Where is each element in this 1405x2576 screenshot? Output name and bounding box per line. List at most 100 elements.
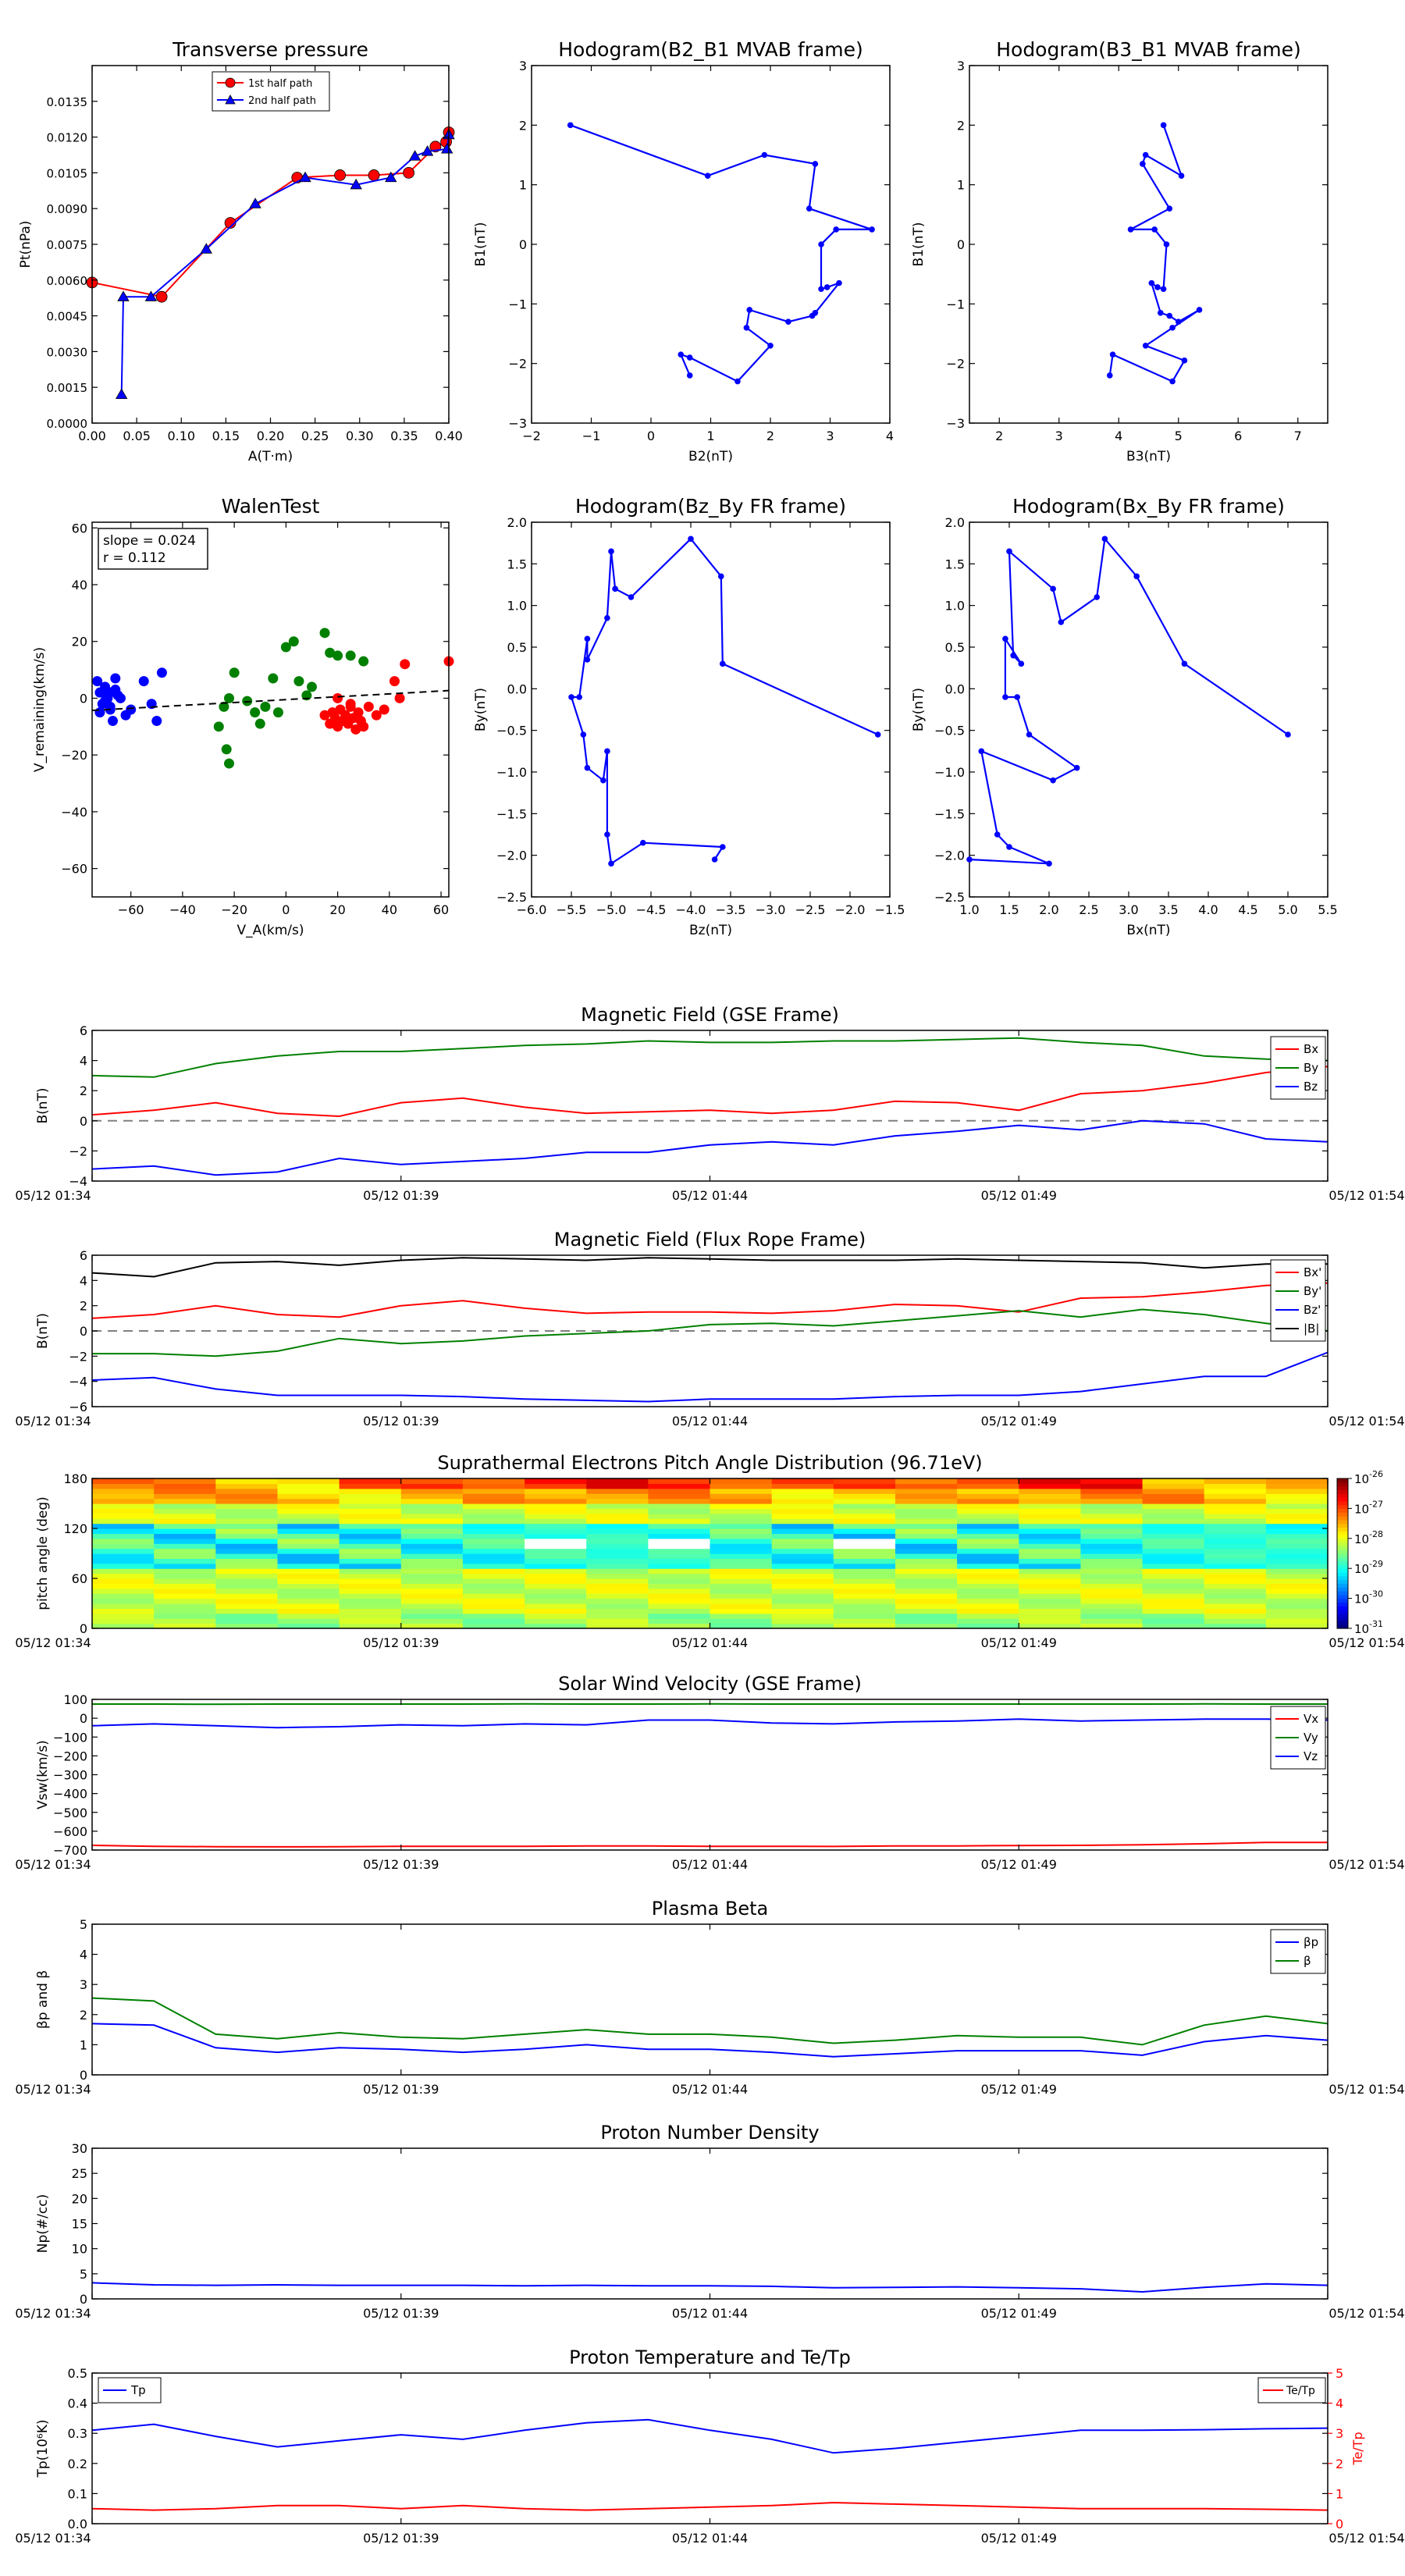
hodogram-path: [570, 124, 873, 382]
heatmap-cell: [400, 1603, 464, 1609]
heatmap-cell: [1204, 1483, 1267, 1489]
heatmap-cell: [400, 1493, 464, 1500]
y-tick-label: −1: [508, 297, 527, 311]
x-tick-label: 05/12 01:54: [1329, 1414, 1404, 1429]
heatmap-cell: [710, 1558, 773, 1564]
heatmap-cell: [339, 1538, 402, 1544]
heatmap-cell: [1080, 1618, 1144, 1624]
x-tick-label: 05/12 01:44: [672, 1188, 748, 1203]
hodogram-point: [1181, 358, 1188, 364]
heatmap-cell: [462, 1603, 525, 1609]
y-tick-label: 0: [80, 1711, 87, 1726]
y-tick-label: −600: [53, 1824, 87, 1839]
x-tick-label: −40: [169, 902, 196, 917]
heatmap-cell: [710, 1503, 773, 1509]
x-tick-label: 20: [329, 902, 345, 917]
heatmap-cell: [92, 1478, 155, 1484]
heatmap-cell: [215, 1518, 279, 1525]
heatmap-cell: [1019, 1528, 1082, 1534]
colorbar-cell: [1337, 1478, 1348, 1483]
heatmap-cell: [1204, 1508, 1267, 1514]
y-tick-label: 0: [80, 2292, 87, 2307]
hodogram-point: [1169, 378, 1176, 385]
heatmap-cell: [833, 1538, 896, 1544]
heatmap-cell: [92, 1563, 155, 1569]
heatmap-cell: [648, 1593, 711, 1599]
y-tick-label: 1.0: [507, 599, 527, 614]
hodogram-point: [580, 731, 587, 738]
heatmap-cell: [1080, 1548, 1144, 1554]
heatmap-cell: [648, 1538, 711, 1544]
heatmap-cell: [92, 1578, 155, 1584]
heatmap-cell: [1019, 1523, 1082, 1529]
y-axis-label: V_remaining(km/s): [32, 647, 48, 772]
legend: Bx' By' Bz' |B|: [1270, 1259, 1326, 1342]
data-point: [299, 171, 311, 183]
x-tick-label: −4.5: [636, 902, 667, 917]
heatmap-cell: [833, 1553, 896, 1559]
series-line: [120, 134, 450, 395]
y-tick-label: 0: [80, 691, 87, 706]
data-point: [353, 707, 364, 718]
heatmap-cell: [525, 1493, 587, 1500]
heatmap-cell: [339, 1493, 402, 1500]
right-y-tick-label: 4: [1336, 2396, 1343, 2411]
heatmap-cell: [1265, 1508, 1329, 1514]
hodogram-point: [628, 594, 635, 600]
heatmap-cell: [586, 1483, 649, 1489]
x-tick-label: 0.35: [390, 429, 418, 443]
chart-title: Transverse pressure: [172, 38, 368, 61]
heatmap-cell: [277, 1513, 340, 1519]
x-tick-label: 4: [1115, 429, 1122, 443]
colorbar-cell: [1337, 1583, 1348, 1588]
heatmap-cell: [277, 1578, 340, 1584]
heatmap-cell: [154, 1558, 216, 1564]
heatmap-cell: [339, 1498, 402, 1504]
heatmap-cell: [586, 1568, 649, 1574]
heatmap-cell: [771, 1508, 834, 1514]
y-tick-label: 4: [80, 1273, 87, 1288]
legend: βp β: [1270, 1929, 1326, 1974]
x-tick-label: −5.0: [596, 902, 627, 917]
heatmap-cell: [525, 1498, 587, 1504]
heatmap-cell: [1142, 1553, 1205, 1559]
heatmap-cell: [1142, 1618, 1205, 1624]
heatmap-cell: [1265, 1588, 1329, 1594]
data-point: [319, 710, 330, 720]
colorbar-cell: [1337, 1613, 1348, 1618]
heatmap-cell: [215, 1608, 279, 1614]
heatmap-cell: [1204, 1568, 1267, 1574]
x-tick-label: 05/12 01:54: [1329, 2082, 1404, 2097]
hodogram-point: [1006, 844, 1012, 850]
heatmap-cell: [833, 1543, 896, 1550]
data-point: [254, 718, 265, 729]
y-tick-label: 1: [957, 178, 965, 193]
legend-marker: [225, 94, 236, 105]
heatmap-cell: [92, 1613, 155, 1619]
heatmap-cell: [92, 1593, 155, 1599]
data-point: [102, 690, 113, 701]
heatmap-cell: [710, 1618, 773, 1624]
hodogram-point: [640, 839, 646, 846]
heatmap-cell: [771, 1598, 834, 1604]
y-tick-label: 60: [72, 521, 87, 535]
colorbar-tick-base: 10: [1354, 1502, 1369, 1516]
heatmap-cell: [215, 1493, 279, 1500]
heatmap-cell: [833, 1533, 896, 1539]
heatmap-cell: [586, 1588, 649, 1594]
heatmap-cell: [957, 1543, 1019, 1550]
data-point: [94, 707, 105, 718]
heatmap-cell: [154, 1623, 216, 1629]
heatmap-cell: [339, 1523, 402, 1529]
heatmap-cell: [648, 1608, 711, 1614]
y-tick-label: −6: [69, 1400, 87, 1414]
colorbar-tick-exponent: -26: [1369, 1469, 1383, 1479]
x-tick-label: −20: [221, 902, 247, 917]
heatmap-cell: [1265, 1578, 1329, 1584]
heatmap-cell: [710, 1528, 773, 1534]
heatmap-cell: [400, 1573, 464, 1579]
data-point: [345, 650, 356, 661]
heatmap-cell: [957, 1618, 1019, 1624]
heatmap-cell: [277, 1618, 340, 1624]
hodogram-point: [584, 764, 591, 771]
